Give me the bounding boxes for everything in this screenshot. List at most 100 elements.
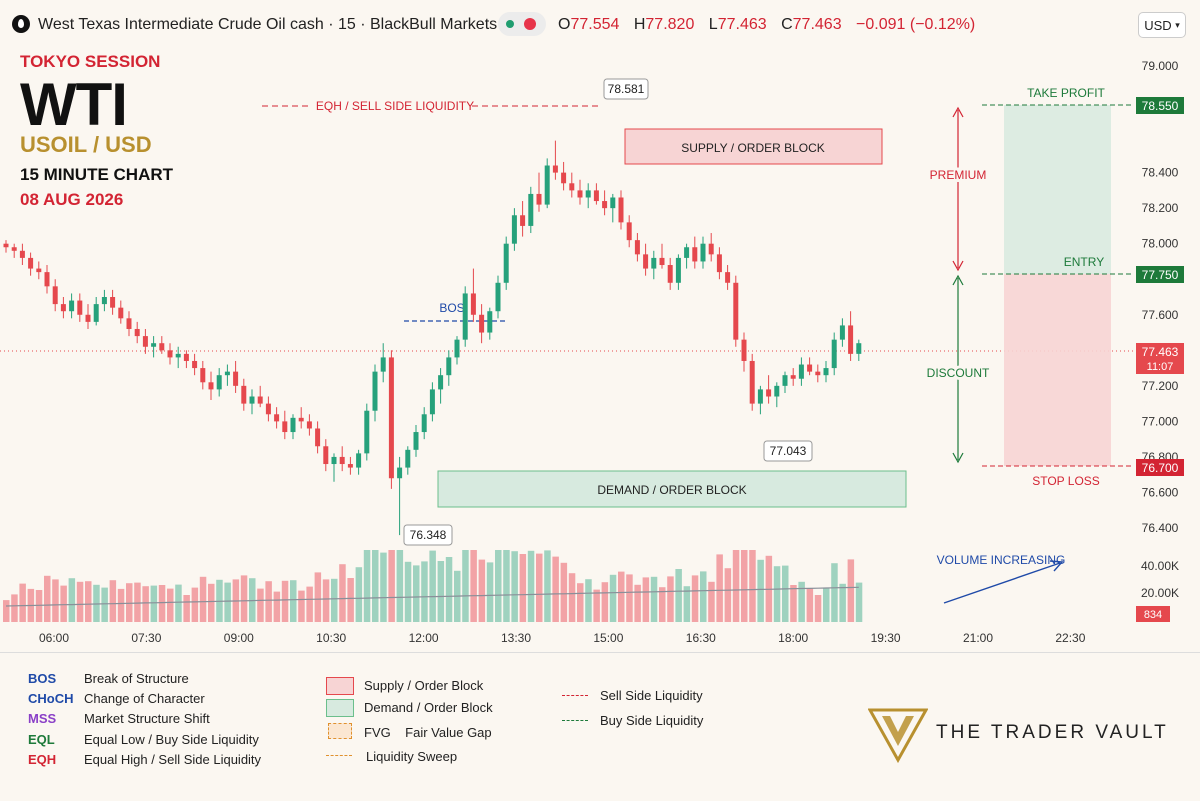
volume-bar (355, 567, 363, 622)
volume-bar (724, 568, 732, 622)
date-label: 08 AUG 2026 (20, 190, 124, 209)
vol-tick-20k: 20.00K (1141, 586, 1179, 600)
time-tick-label: 18:00 (778, 631, 808, 645)
demand-swatch (326, 699, 354, 717)
high-value: 77.820 (645, 16, 695, 33)
candle-body (372, 371, 378, 411)
volume-bar (593, 589, 600, 622)
candle-body (175, 353, 181, 358)
time-tick-label: 22:30 (1055, 631, 1085, 645)
candle-body (479, 314, 485, 333)
volume-bar (60, 585, 67, 622)
tp-price-tag: 78.550 (1136, 97, 1184, 114)
candle-body (552, 165, 558, 173)
vol-last-text: 834 (1144, 609, 1162, 621)
candle-body (298, 417, 304, 422)
candle-body (405, 449, 411, 468)
volume-bar (158, 585, 166, 622)
volume-bar (52, 579, 59, 622)
volume-bar (732, 550, 740, 622)
candle-body (848, 325, 854, 354)
volume-bar (486, 562, 494, 622)
session-label: TOKYO SESSION (20, 52, 161, 71)
volume-bar (462, 550, 469, 622)
vol-last-tag: 834 (1136, 606, 1170, 622)
premium-arrow (952, 106, 964, 272)
ticker-title: WTI (20, 71, 128, 138)
currency-select[interactable]: USD ▾ (1138, 12, 1186, 38)
candle-body (495, 282, 501, 312)
volume-bar (380, 552, 387, 622)
candle-body (618, 197, 624, 223)
time-tick-label: 15:00 (593, 631, 623, 645)
entry-price-tag: 77.750 (1136, 266, 1184, 283)
high-key: H (633, 16, 646, 33)
candle-body (684, 247, 690, 258)
volume-bar (667, 576, 674, 622)
candle-body (224, 371, 230, 376)
volume-bar (413, 565, 420, 622)
candle-body (626, 222, 632, 241)
volume-bar (478, 559, 486, 622)
candle-body (798, 364, 804, 379)
volume-bar (749, 550, 756, 622)
volume-bar (577, 583, 584, 622)
countdown-text: 11:07 (1147, 361, 1174, 373)
market-status-indicator[interactable] (498, 12, 546, 36)
candle-body (749, 360, 755, 404)
candlestick-series (3, 140, 862, 536)
candle-body (593, 190, 599, 202)
candle-body (339, 456, 345, 465)
stop-loss-zone[interactable] (1004, 274, 1111, 466)
volume-bar (585, 579, 592, 622)
volume-bar (134, 582, 141, 622)
last-price-text: 77.463 (1142, 345, 1179, 359)
stop-loss-label: STOP LOSS (1032, 474, 1100, 488)
oil-drop-icon (12, 15, 30, 33)
volume-ma-line (5, 586, 859, 607)
timeframe-label: 15 MINUTE CHART (20, 165, 174, 184)
symbol-title[interactable]: West Texas Intermediate Crude Oil cash ·… (38, 16, 498, 33)
candle-body (634, 240, 640, 255)
volume-bar (126, 583, 133, 622)
volume-bar (552, 556, 559, 622)
candle-body (651, 257, 657, 269)
candle-body (602, 201, 608, 209)
take-profit-zone[interactable] (1004, 105, 1111, 274)
low2-callout: 77.043 (763, 440, 813, 462)
volume-bar (683, 586, 691, 622)
candle-body (413, 432, 419, 450)
brand-name: THE TRADER VAULT (936, 722, 1169, 743)
supply-swatch (326, 677, 354, 695)
legend-desc-sell-liquidity: Sell Side Liquidity (600, 688, 703, 703)
volume-bar (150, 585, 158, 622)
volume-bar (265, 581, 272, 622)
volume-bar (167, 588, 174, 622)
price-chart[interactable]: SUPPLY / ORDER BLOCK DEMAND / ORDER BLOC… (0, 0, 1200, 652)
candle-body (142, 336, 148, 347)
vol-tick-40k: 40.00K (1141, 559, 1179, 573)
candle-body (708, 243, 714, 255)
volume-bar (363, 550, 371, 622)
volume-bar (806, 588, 814, 622)
candle-body (462, 293, 468, 340)
volume-bar (659, 587, 666, 622)
candle-body (93, 304, 99, 322)
volume-bar (298, 590, 305, 622)
candle-body (774, 385, 780, 397)
volume-bar (76, 581, 84, 622)
market-open-dot-icon (506, 20, 514, 28)
candle-body (331, 456, 337, 465)
candle-body (306, 421, 312, 429)
time-tick-label: 19:30 (871, 631, 901, 645)
take-profit-label: TAKE PROFIT (1027, 86, 1105, 100)
candle-body (388, 357, 394, 479)
volume-bar (347, 578, 354, 622)
candle-body (274, 414, 280, 422)
candle-body (716, 254, 722, 273)
price-tick-label: 77.000 (1142, 414, 1179, 428)
time-axis[interactable]: 06:00 07:30 09:00 10:30 12:00 13:30 15:00 16:30… (39, 631, 1086, 645)
volume-bar (11, 594, 18, 622)
volume-bar (650, 576, 658, 622)
candle-body (192, 360, 198, 369)
